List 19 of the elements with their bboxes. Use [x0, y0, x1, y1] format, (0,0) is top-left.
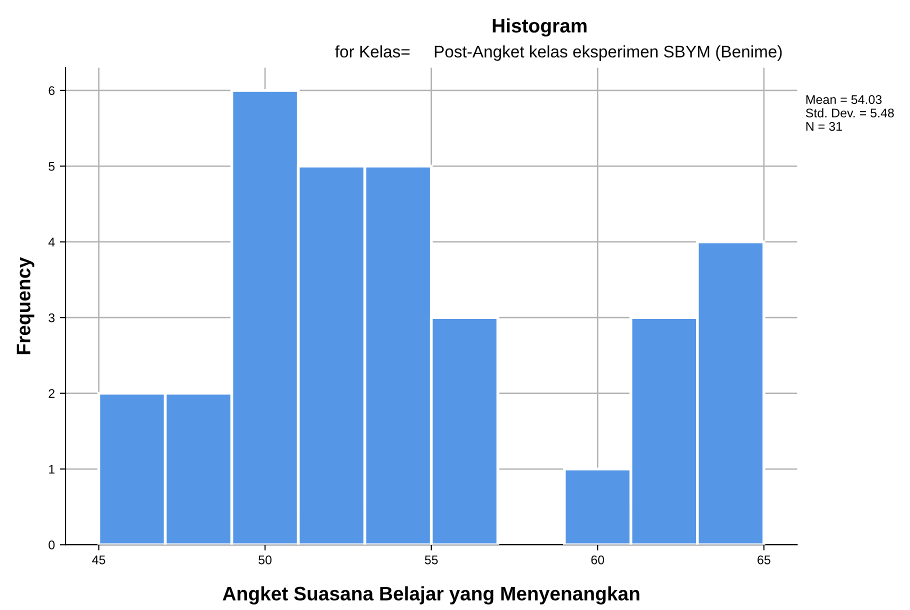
x-tick-label: 65 [758, 555, 770, 564]
text: Mean = 54.03 [806, 95, 882, 104]
y-tick-label: 5 [48, 162, 55, 171]
y-tick-label: 1 [49, 464, 54, 474]
text: N = 31 [806, 122, 842, 131]
y-axis-title: Frequency [16, 257, 34, 354]
x-tick-label: 55 [424, 556, 438, 564]
y-tick-label: 4 [48, 238, 55, 246]
x-tick-label: 50 [258, 555, 272, 564]
y-tick-label: 2 [48, 389, 54, 398]
x-tick-label: 60 [591, 555, 604, 564]
chart-title: Histogram [492, 18, 587, 37]
y-tick-label: 3 [48, 313, 55, 322]
text: Std. Dev. = 5.48 [806, 108, 894, 118]
chart-subtitle: for Kelas= Post-Angket kelas eksperimen SBYM (Benime) [335, 45, 782, 61]
y-tick-label: 6 [48, 86, 55, 96]
x-tick-label: 45 [92, 556, 106, 564]
y-tick-label: 0 [48, 540, 55, 550]
x-axis-title: Angket Suasana Belajar yang Menyenangkan [222, 586, 640, 604]
